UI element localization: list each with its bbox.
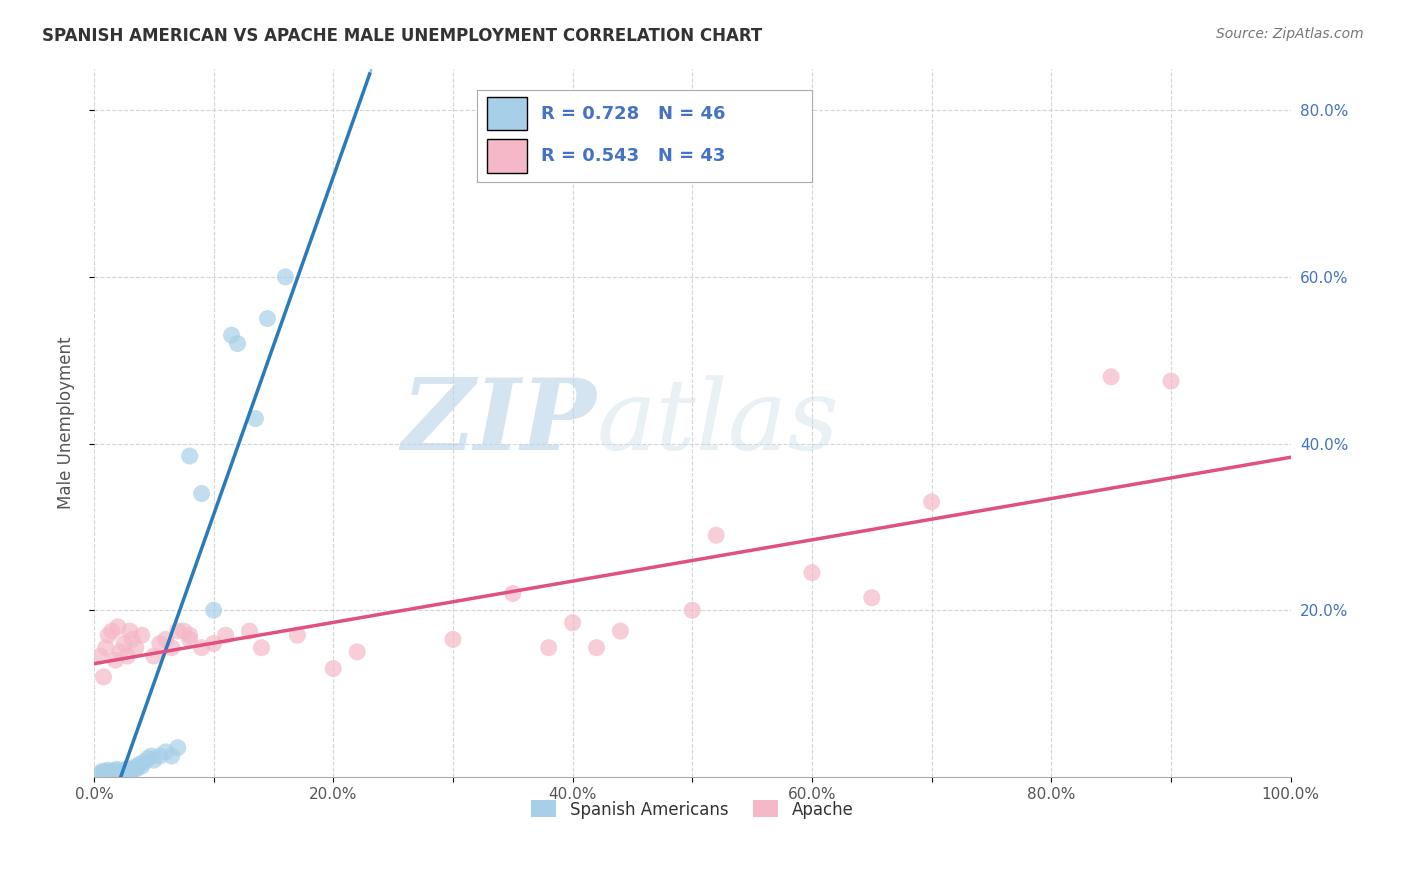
Point: [179, 628, 201, 642]
Point: [441, 632, 464, 647]
Point: [214, 628, 236, 642]
Point: [131, 628, 153, 642]
Point: [94, 764, 117, 779]
Point: [256, 311, 278, 326]
Point: [245, 411, 267, 425]
Point: [125, 762, 148, 776]
Point: [101, 624, 124, 638]
Point: [160, 749, 183, 764]
Point: [107, 620, 129, 634]
Point: [125, 640, 148, 655]
Point: [128, 757, 150, 772]
Point: [537, 640, 560, 655]
Point: [117, 648, 139, 663]
Point: [179, 449, 201, 463]
Text: ZIP: ZIP: [402, 375, 596, 471]
Point: [121, 764, 143, 778]
Point: [89, 765, 111, 780]
Y-axis label: Male Unemployment: Male Unemployment: [58, 336, 75, 509]
Point: [107, 764, 129, 779]
Legend: Spanish Americans, Apache: Spanish Americans, Apache: [524, 794, 860, 825]
Point: [97, 767, 120, 781]
Point: [101, 764, 124, 779]
Point: [97, 763, 120, 777]
Point: [226, 336, 249, 351]
Point: [346, 645, 368, 659]
Point: [561, 615, 583, 630]
Point: [108, 765, 131, 780]
Point: [704, 528, 727, 542]
Point: [101, 766, 124, 780]
Point: [111, 764, 134, 779]
Point: [160, 640, 183, 655]
Point: [502, 586, 524, 600]
Point: [1160, 374, 1182, 388]
Point: [190, 486, 212, 500]
Point: [860, 591, 883, 605]
Point: [322, 661, 344, 675]
Text: atlas: atlas: [596, 375, 839, 470]
Point: [285, 628, 308, 642]
Point: [118, 764, 141, 779]
Point: [141, 749, 163, 764]
Point: [91, 767, 114, 781]
Text: SPANISH AMERICAN VS APACHE MALE UNEMPLOYMENT CORRELATION CHART: SPANISH AMERICAN VS APACHE MALE UNEMPLOY…: [42, 27, 762, 45]
Point: [107, 766, 129, 780]
Point: [921, 495, 943, 509]
Point: [93, 764, 115, 778]
Point: [104, 653, 127, 667]
Text: Source: ZipAtlas.com: Source: ZipAtlas.com: [1216, 27, 1364, 41]
Point: [149, 749, 172, 764]
Point: [136, 751, 159, 765]
Point: [112, 763, 135, 777]
Point: [274, 269, 297, 284]
Point: [202, 603, 225, 617]
Point: [134, 755, 156, 769]
Point: [166, 624, 188, 638]
Point: [118, 763, 141, 777]
Point: [93, 670, 115, 684]
Point: [94, 766, 117, 780]
Point: [166, 740, 188, 755]
Point: [609, 624, 631, 638]
Point: [101, 765, 124, 780]
Point: [179, 632, 201, 647]
Point: [221, 328, 243, 343]
Point: [110, 766, 132, 780]
Point: [125, 760, 148, 774]
Point: [112, 636, 135, 650]
Point: [104, 767, 127, 781]
Point: [800, 566, 823, 580]
Point: [97, 628, 120, 642]
Point: [190, 640, 212, 655]
Point: [98, 765, 121, 780]
Point: [131, 759, 153, 773]
Point: [105, 763, 128, 777]
Point: [155, 632, 177, 647]
Point: [149, 636, 172, 650]
Point: [142, 753, 165, 767]
Point: [1099, 369, 1122, 384]
Point: [250, 640, 273, 655]
Point: [238, 624, 260, 638]
Point: [94, 640, 117, 655]
Point: [114, 765, 136, 780]
Point: [142, 648, 165, 663]
Point: [118, 624, 141, 638]
Point: [110, 645, 132, 659]
Point: [117, 762, 139, 776]
Point: [585, 640, 607, 655]
Point: [103, 764, 125, 778]
Point: [681, 603, 703, 617]
Point: [110, 764, 132, 778]
Point: [202, 636, 225, 650]
Point: [121, 632, 143, 647]
Point: [173, 624, 195, 638]
Point: [155, 745, 177, 759]
Point: [89, 648, 111, 663]
